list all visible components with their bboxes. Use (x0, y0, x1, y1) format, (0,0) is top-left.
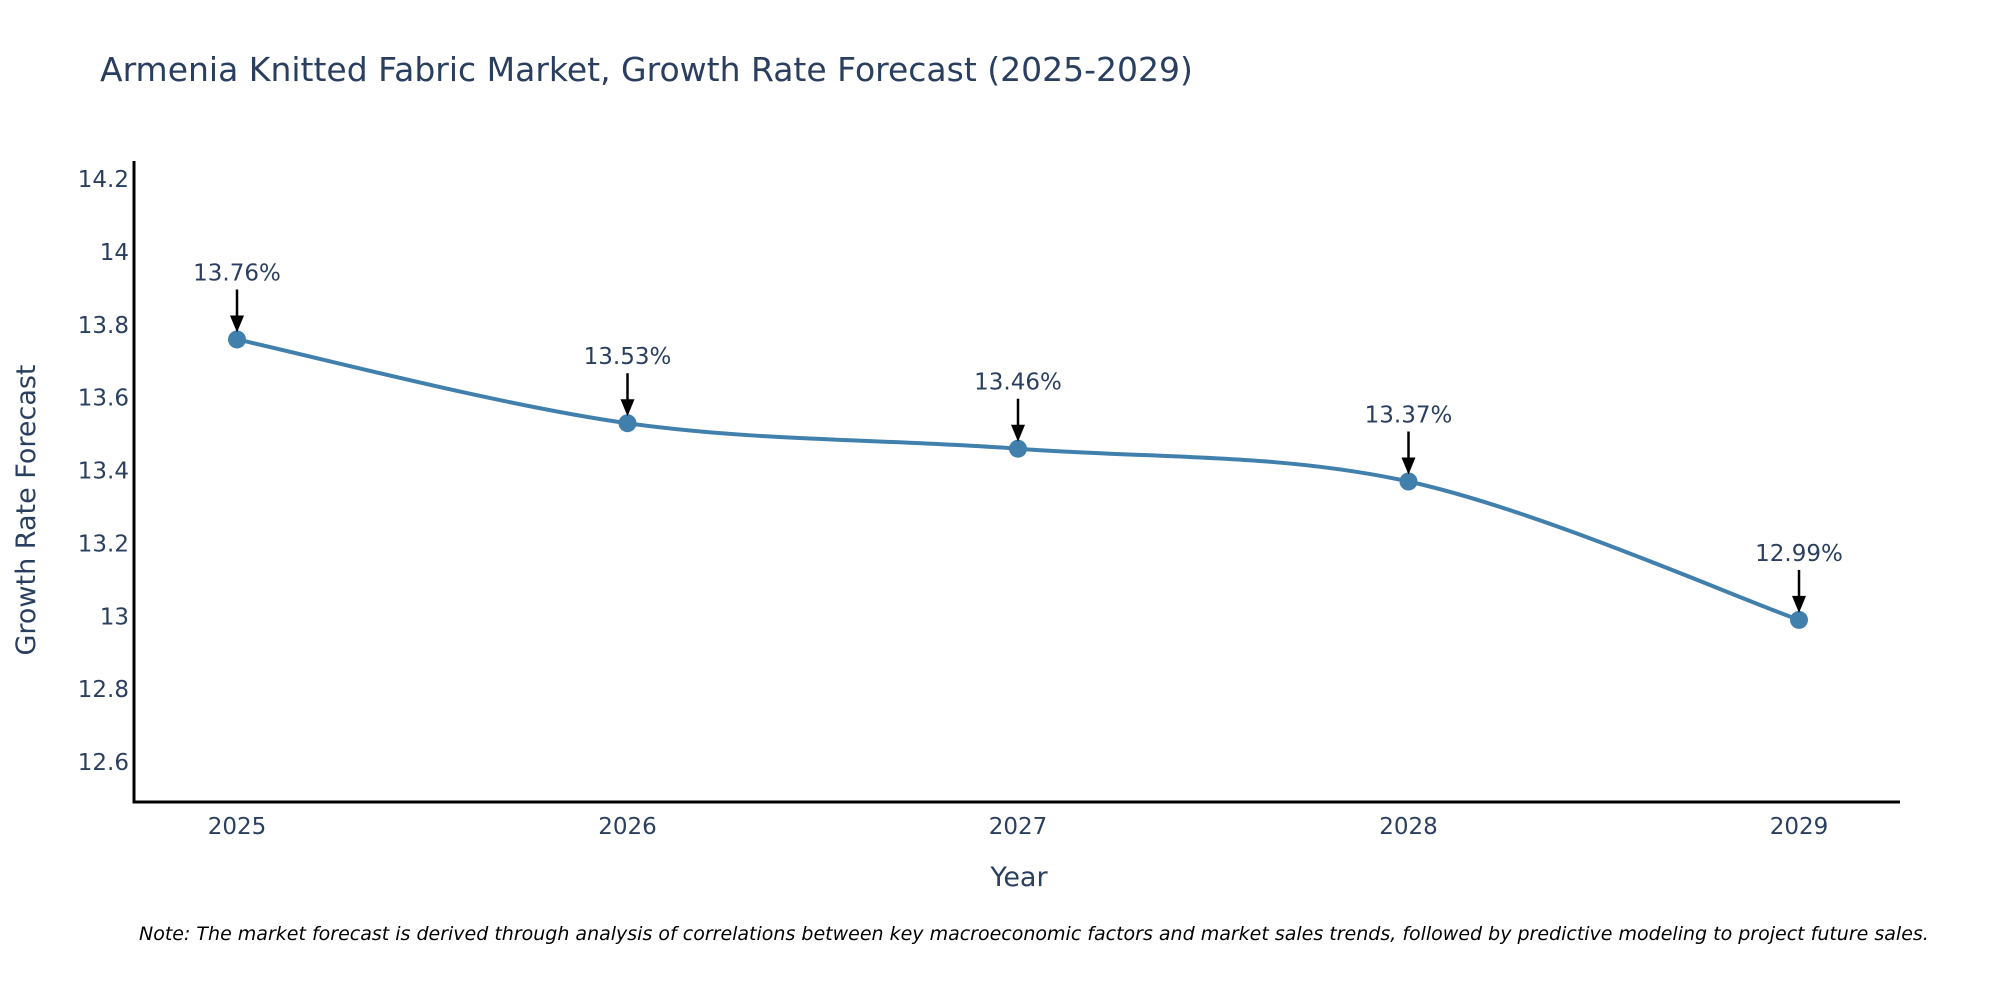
x-axis-ticks: 2025 2026 2027 2028 2029 (208, 814, 1829, 840)
annotation-arrow-head (620, 399, 635, 417)
data-label: 13.53% (584, 344, 672, 370)
x-axis-title: Year (989, 862, 1048, 893)
data-point (1009, 439, 1027, 458)
y-tick-label: 14.2 (78, 167, 129, 193)
x-tick-label: 2028 (1379, 814, 1438, 840)
annotation-arrow-head (230, 315, 244, 333)
data-label: 12.99% (1755, 541, 1843, 567)
y-tick-label: 13 (100, 604, 129, 630)
y-tick-label: 13.4 (78, 459, 129, 485)
x-tick-label: 2027 (989, 814, 1048, 840)
x-tick-label: 2029 (1770, 814, 1829, 840)
data-point (1399, 472, 1418, 491)
data-point (228, 330, 246, 349)
y-tick-label: 12.8 (78, 677, 129, 703)
annotation-arrow-head (1401, 457, 1416, 475)
data-label: 13.46% (974, 370, 1062, 396)
y-tick-label: 13.8 (78, 313, 129, 339)
data-label-annotations: 13.76% 13.53% 13.46% 13.37% 12.99% (193, 260, 1843, 613)
annotation-arrow-head (1011, 424, 1025, 442)
y-tick-label: 12.6 (78, 750, 129, 776)
data-label: 13.37% (1365, 403, 1453, 429)
y-axis-ticks: 12.6 12.8 13 13.2 13.4 13.6 13.8 14 14.2 (78, 167, 129, 776)
y-tick-label: 14 (100, 240, 129, 266)
y-tick-label: 13.2 (78, 531, 129, 557)
x-tick-label: 2026 (598, 814, 657, 840)
y-axis-title: Growth Rate Forecast (11, 364, 42, 655)
annotation-arrow-head (1792, 595, 1806, 613)
data-point (618, 414, 637, 433)
chart-title: Armenia Knitted Fabric Market, Growth Ra… (100, 50, 1193, 89)
x-tick-label: 2025 (208, 814, 267, 840)
footnote: Note: The market forecast is derived thr… (139, 923, 1929, 945)
data-point (1790, 610, 1808, 629)
series-markers (228, 330, 1808, 629)
y-tick-label: 13.6 (78, 386, 129, 412)
data-label: 13.76% (193, 260, 281, 286)
